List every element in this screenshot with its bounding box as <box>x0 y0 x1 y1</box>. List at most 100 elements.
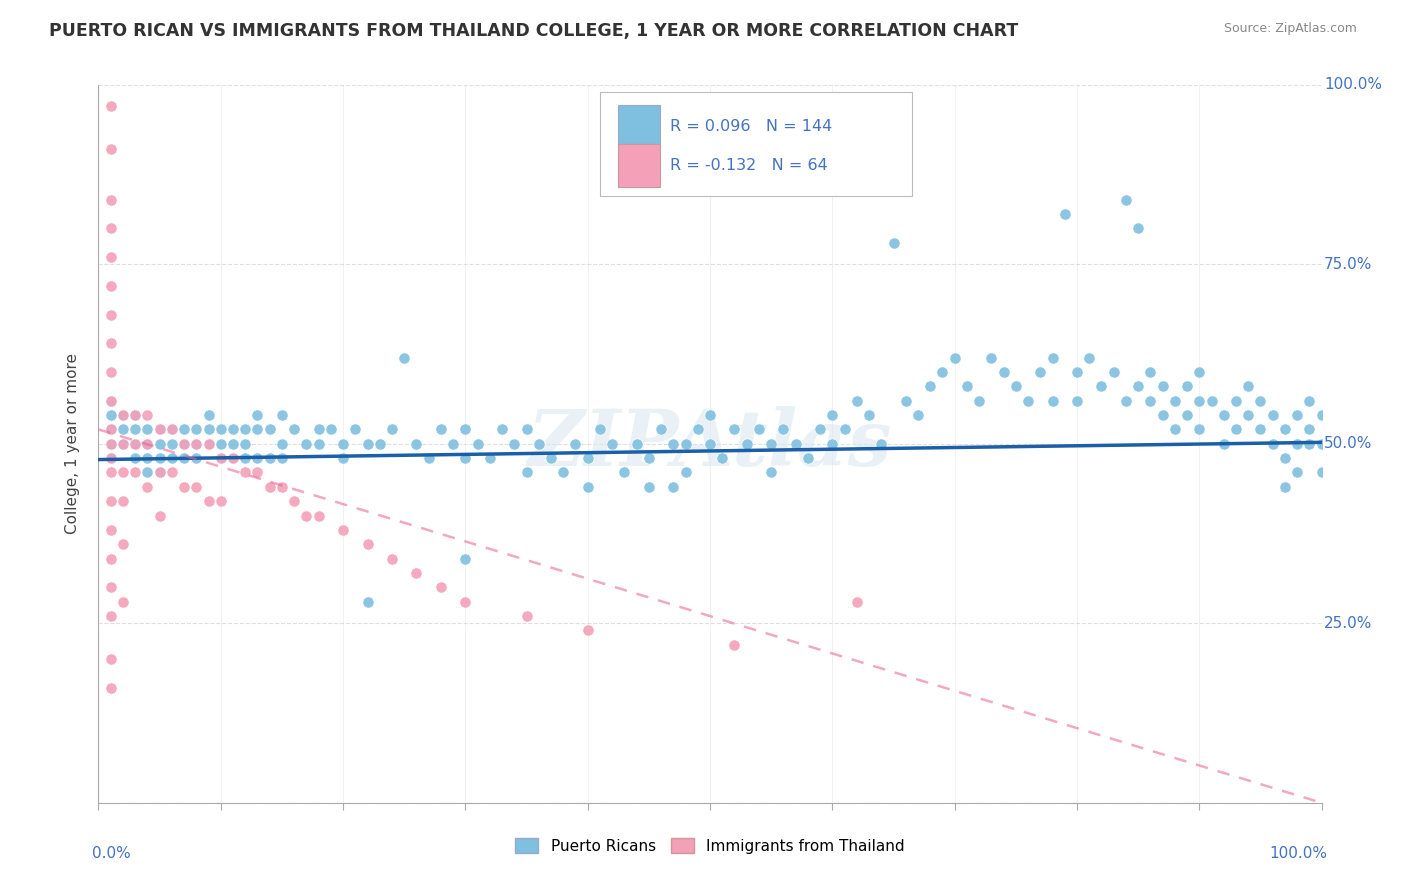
Point <box>662 480 685 494</box>
Point <box>173 480 195 494</box>
Point <box>576 624 599 638</box>
Point <box>100 393 122 408</box>
Point <box>1237 379 1260 393</box>
Point <box>381 422 404 436</box>
Point <box>308 508 330 523</box>
Text: ZIPAtlas: ZIPAtlas <box>527 406 893 482</box>
Point <box>772 422 794 436</box>
Point <box>1188 393 1211 408</box>
Point <box>124 466 146 480</box>
Point <box>418 451 440 466</box>
Point <box>1201 393 1223 408</box>
Point <box>111 408 134 422</box>
Point <box>186 480 208 494</box>
Point <box>368 436 391 450</box>
Point <box>454 551 477 566</box>
Point <box>1298 436 1320 450</box>
Point <box>270 436 294 450</box>
Point <box>100 436 122 450</box>
Point <box>149 451 172 466</box>
Point <box>748 422 770 436</box>
Point <box>100 652 122 666</box>
Point <box>197 422 219 436</box>
Point <box>100 221 122 235</box>
Point <box>136 436 159 450</box>
Point <box>197 408 219 422</box>
Point <box>1225 393 1247 408</box>
Point <box>173 436 195 450</box>
Point <box>149 466 172 480</box>
Point <box>1128 379 1150 393</box>
Point <box>515 422 537 436</box>
Point <box>1164 422 1187 436</box>
Point <box>233 422 256 436</box>
Point <box>1310 408 1333 422</box>
Point <box>100 365 122 379</box>
Point <box>527 436 550 450</box>
Point <box>111 595 134 609</box>
Point <box>124 408 146 422</box>
FancyBboxPatch shape <box>619 105 659 147</box>
Point <box>100 422 122 436</box>
Point <box>111 466 134 480</box>
Point <box>1164 393 1187 408</box>
Point <box>1029 365 1052 379</box>
Point <box>259 451 281 466</box>
Point <box>197 436 219 450</box>
Point <box>589 422 612 436</box>
Point <box>270 408 294 422</box>
Point <box>124 408 146 422</box>
Point <box>515 609 537 624</box>
Point <box>405 436 427 450</box>
Point <box>233 466 256 480</box>
Point <box>540 451 562 466</box>
Point <box>186 422 208 436</box>
Point <box>160 436 183 450</box>
Point <box>515 466 537 480</box>
Point <box>100 250 122 264</box>
Point <box>1286 436 1309 450</box>
Point <box>845 393 868 408</box>
Point <box>1249 422 1271 436</box>
Point <box>344 422 367 436</box>
Point <box>100 451 122 466</box>
Point <box>1225 422 1247 436</box>
Point <box>1249 393 1271 408</box>
Point <box>100 193 122 207</box>
Point <box>100 436 122 450</box>
Text: 25.0%: 25.0% <box>1324 615 1372 631</box>
Point <box>209 451 232 466</box>
Point <box>735 436 758 450</box>
Point <box>356 595 378 609</box>
Point <box>186 451 208 466</box>
Point <box>761 436 783 450</box>
Point <box>1274 422 1296 436</box>
Point <box>1212 436 1234 450</box>
Point <box>100 422 122 436</box>
Point <box>100 336 122 351</box>
Point <box>1310 436 1333 450</box>
Point <box>136 466 159 480</box>
Point <box>1286 466 1309 480</box>
Point <box>1188 365 1211 379</box>
Point <box>124 451 146 466</box>
Point <box>576 451 599 466</box>
Point <box>686 422 709 436</box>
Point <box>160 466 183 480</box>
Point <box>454 422 477 436</box>
Point <box>626 436 648 450</box>
Point <box>858 408 880 422</box>
Point <box>650 422 672 436</box>
Point <box>186 436 208 450</box>
Point <box>943 351 966 365</box>
Point <box>699 436 721 450</box>
Point <box>246 451 269 466</box>
Point <box>1017 393 1039 408</box>
Point <box>319 422 342 436</box>
Text: 50.0%: 50.0% <box>1324 436 1372 451</box>
Point <box>870 436 893 450</box>
Point <box>392 351 416 365</box>
Point <box>100 408 122 422</box>
Point <box>637 480 661 494</box>
Point <box>1066 365 1088 379</box>
